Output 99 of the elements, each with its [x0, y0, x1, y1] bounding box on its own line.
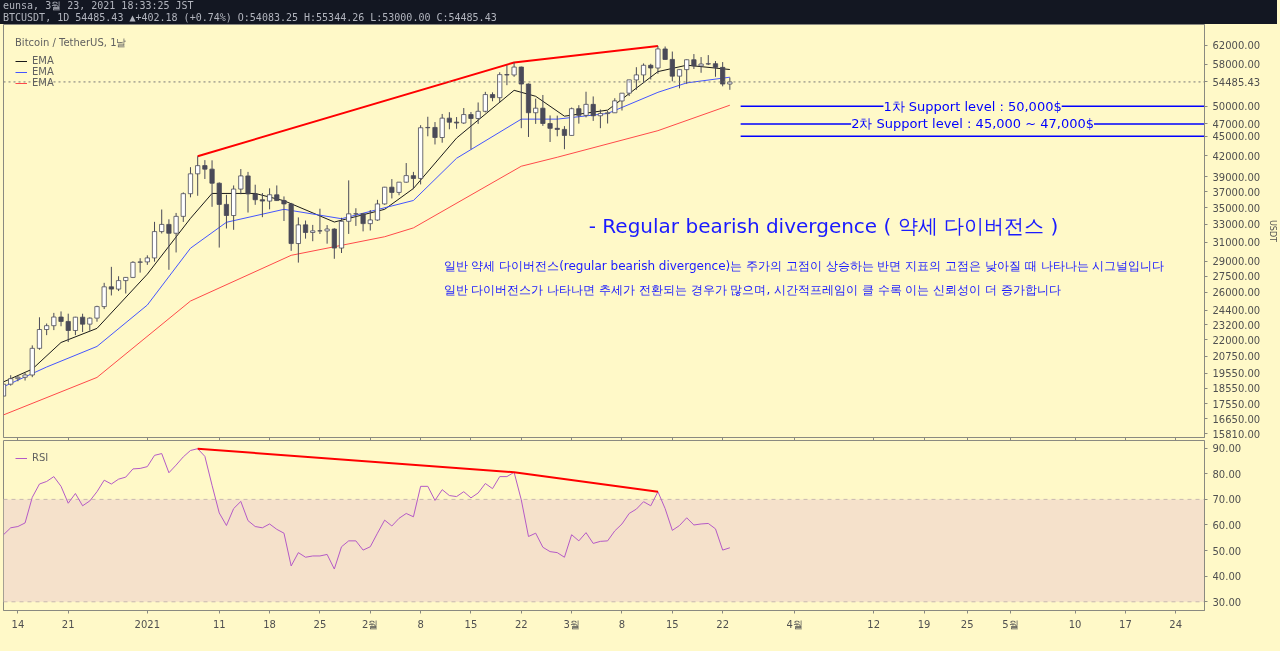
legend-label: RSI	[32, 452, 50, 463]
y-tick-label: 90.00	[1212, 443, 1242, 455]
line-series	[3, 448, 731, 570]
candlestick	[317, 208, 323, 235]
candlestick	[202, 159, 208, 180]
candlestick	[259, 192, 265, 218]
y-tick-label: 22000.00	[1212, 334, 1261, 346]
candlestick	[561, 125, 567, 150]
x-tick-label: 14	[11, 618, 25, 630]
y-tick-label: 70.00	[1212, 494, 1242, 506]
y-tick-label: 62000.00	[1212, 40, 1261, 52]
candlestick	[641, 62, 647, 84]
x-tick-label: 21	[61, 618, 75, 630]
x-tick-label: 17	[1119, 618, 1132, 630]
candlestick	[187, 166, 194, 198]
candlestick	[374, 199, 381, 222]
candlestick	[353, 207, 359, 227]
candlestick	[252, 184, 258, 206]
ref-line-label: 2차 Support level : 45,000 ~ 47,000$	[851, 116, 1095, 132]
y-tick-label: 42000.00	[1212, 150, 1261, 162]
x-tick-label: 25	[313, 618, 327, 630]
candlestick	[669, 51, 675, 82]
x-tick-label: 15	[665, 618, 679, 630]
candlestick	[22, 372, 28, 382]
x-tick-label: 24	[1169, 618, 1183, 630]
candlestick	[295, 216, 301, 264]
candlestick	[15, 375, 21, 382]
y-tick-label: 45000.00	[1212, 131, 1261, 143]
x-tick-label: 11	[212, 618, 226, 630]
y-tick-label: 50.00	[1212, 545, 1242, 557]
x-tick-label: 4월	[786, 618, 803, 630]
candlestick	[324, 224, 330, 245]
y-tick-label: 24400.00	[1212, 305, 1261, 317]
candlestick	[619, 92, 625, 111]
annotation: 일반 다이버전스가 나타나면 추세가 전환되는 경우가 많으며, 시간적프레임이 클 수록 이는 신뢰성이 더 증가합니다	[443, 282, 1061, 297]
x-tick-label: 3월	[563, 618, 580, 630]
y-tick-label: 40.00	[1212, 571, 1242, 583]
candlestick	[302, 220, 309, 240]
candlestick	[108, 266, 114, 296]
y-tick-label: 29000.00	[1212, 256, 1261, 268]
candlestick	[346, 179, 352, 235]
chart-subtitle: BTCUSDT, 1D 54485.43 ▲+402.18 (+0.74%) O:54083.25 H:55344.26 L:53000.00 C:54485.43	[3, 12, 497, 24]
x-tick-label: 22	[716, 618, 730, 630]
legend-title: Bitcoin / TetherUS, 1날	[15, 36, 127, 50]
x-tick-label: 2월	[362, 618, 379, 630]
y-tick-label: 50000.00	[1212, 101, 1261, 113]
x-tick-label: 25	[960, 618, 974, 630]
y-tick-label: 23200.00	[1212, 319, 1261, 331]
x-tick-label: 18	[263, 618, 276, 630]
candlestick	[676, 68, 683, 89]
candlestick	[195, 155, 201, 197]
x-tick-label: 19	[917, 618, 931, 630]
candlestick	[633, 66, 639, 91]
annotation: - Regular bearish divergence ( 약세 다이버전스 )	[588, 213, 1059, 238]
annotation: 일반 약세 다이버전스(regular bearish divergence)는 주가의 고점이 상승하는 반면 지표의 고점은 낮아질 때 나타나는 시그널입니다	[443, 258, 1165, 273]
y-tick-label: 19550.00	[1212, 368, 1261, 380]
y-tick-label: 20750.00	[1212, 351, 1261, 363]
y-tick-label: 60.00	[1212, 519, 1242, 531]
candlestick	[403, 162, 409, 184]
y-tick-label: 47000.00	[1212, 118, 1261, 130]
y-tick-label: 35000.00	[1212, 202, 1261, 214]
legend-label: EMA	[32, 77, 54, 88]
x-tick-label: 15	[464, 618, 478, 630]
candlestick	[597, 109, 603, 129]
y-tick-label: 54485.43	[1212, 76, 1261, 88]
legend-label: EMA	[32, 66, 54, 77]
y-tick-label: 26000.00	[1212, 287, 1261, 299]
candlestick	[267, 187, 273, 210]
candlestick	[180, 191, 186, 223]
candlestick	[533, 98, 539, 125]
y-tick-label: 27500.00	[1212, 271, 1261, 283]
candlestick	[36, 316, 43, 351]
x-tick-label: 8	[417, 618, 424, 630]
y-tick-label: 30.00	[1212, 596, 1242, 608]
candlestick	[720, 61, 726, 87]
y-tick-label: 39000.00	[1212, 171, 1261, 183]
y-tick-label: 33000.00	[1212, 219, 1261, 231]
chart-title: eunsa, 3월 23, 2021 18:33:25 JST	[3, 0, 195, 12]
candlestick	[331, 227, 337, 260]
candlestick	[497, 71, 503, 103]
x-tick-label: 10	[1068, 618, 1082, 630]
y-tick-label: 18550.00	[1212, 383, 1261, 395]
x-tick-label: 12	[867, 618, 881, 630]
y-tick-label: 16650.00	[1212, 413, 1261, 425]
x-tick-label: 22	[514, 618, 528, 630]
x-tick-label: 5월	[1002, 618, 1019, 630]
y-tick-label: 31000.00	[1212, 237, 1261, 249]
y-tick-label: 15810.00	[1212, 428, 1261, 440]
candlestick	[223, 194, 229, 229]
y-tick-label: 17550.00	[1212, 398, 1261, 410]
y-tick-label: 58000.00	[1212, 59, 1261, 71]
ref-line-label: 1차 Support level : 50,000$	[883, 98, 1062, 114]
candlestick	[80, 313, 86, 333]
y-tick-label: 37000.00	[1212, 186, 1261, 198]
legend-label: EMA	[32, 55, 54, 66]
x-tick-label: 8	[618, 618, 626, 630]
y-tick-label: 80.00	[1212, 468, 1242, 480]
y-axis-title: USDT	[1268, 220, 1278, 243]
x-tick-label: 2021	[134, 618, 161, 630]
